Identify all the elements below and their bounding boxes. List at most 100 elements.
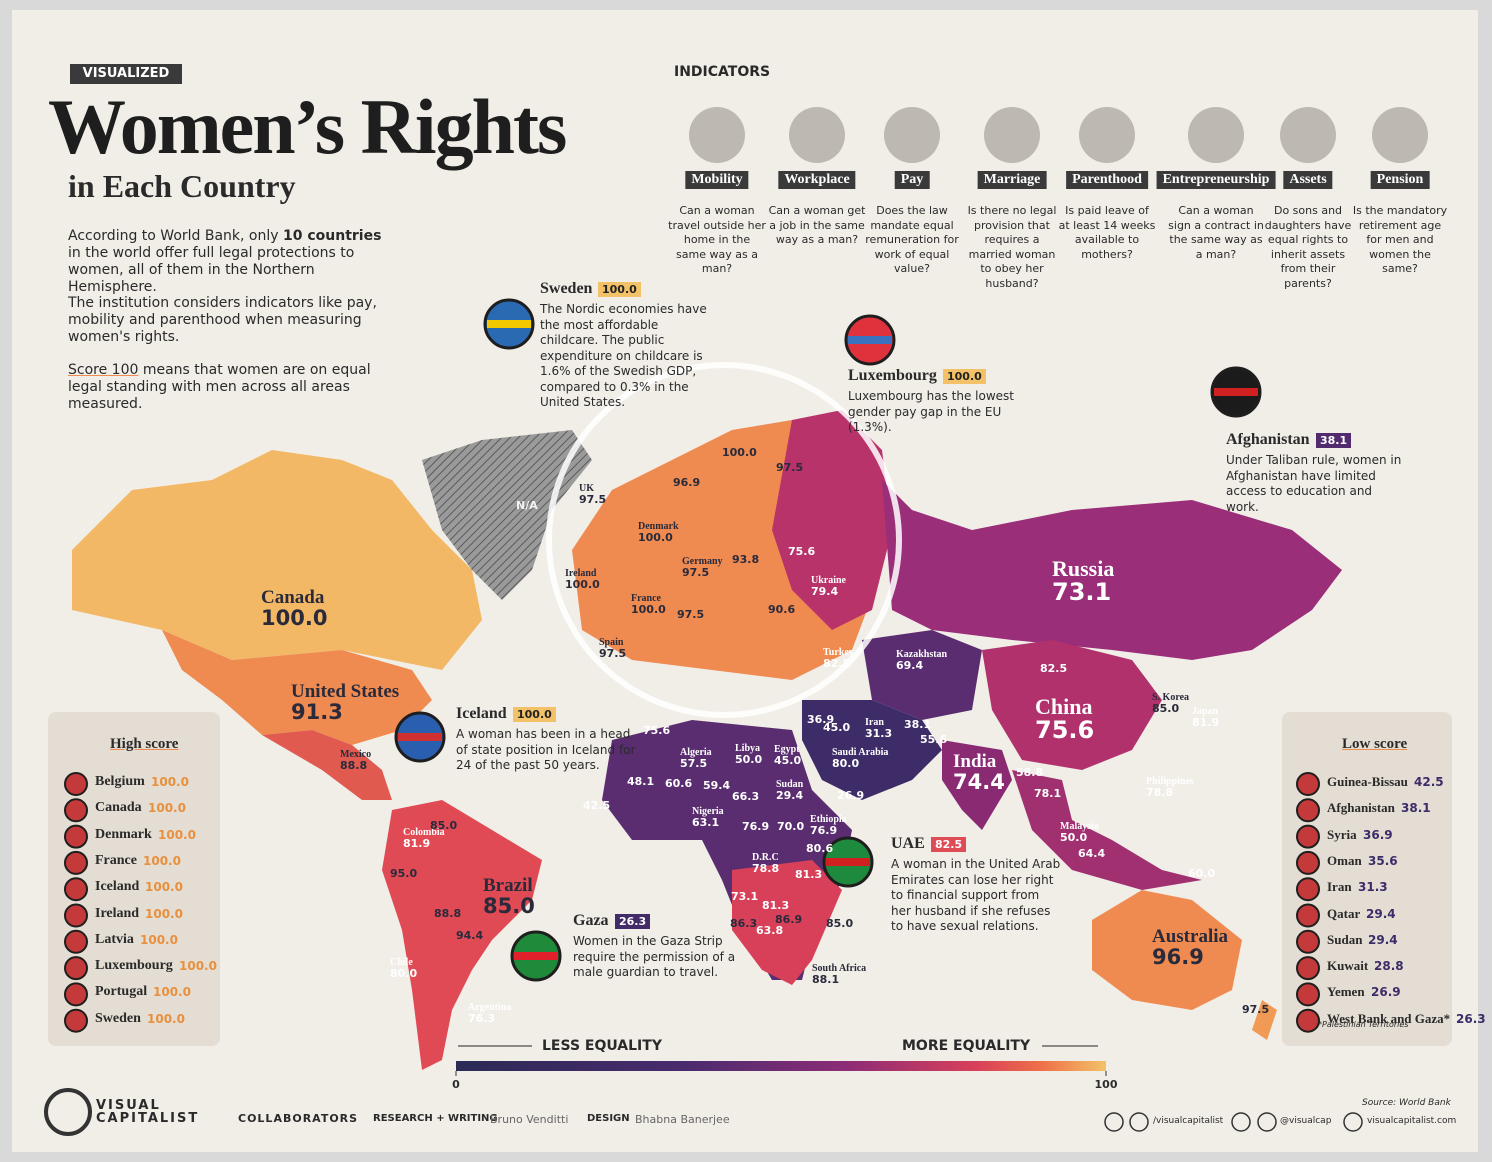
callout-score: 26.3	[615, 914, 651, 929]
indicator-name: Workplace	[778, 171, 856, 189]
list-score: 100.0	[148, 801, 186, 816]
country-score: 66.3	[732, 790, 760, 803]
country-score: 64.4	[1078, 847, 1106, 860]
country-label: Algeria	[680, 747, 712, 758]
country-score: 81.3	[795, 868, 823, 881]
list-score: 29.4	[1366, 906, 1396, 921]
flag	[64, 903, 88, 928]
europe-zoom	[546, 362, 902, 718]
country-label: Argentina	[468, 1002, 512, 1013]
country-score: 86.9	[775, 913, 803, 926]
country-label: S. Korea	[1152, 692, 1190, 703]
country-score: 100.0	[565, 578, 600, 591]
country-label: Ethiopia	[810, 814, 847, 825]
indicator-icon	[789, 107, 845, 163]
country-score: 100.0	[631, 603, 666, 616]
country-score: 85.0	[483, 894, 535, 918]
region-new-zealand	[1252, 1000, 1277, 1040]
country-label: Russia	[1052, 556, 1115, 581]
indicator-question: Is the mandatory retirement age for men …	[1352, 204, 1448, 275]
country-label: Ukraine	[811, 575, 846, 586]
list-country: Sudan	[1327, 931, 1363, 947]
country-label: Turkey	[823, 647, 854, 658]
country-score: 76.3	[468, 1012, 496, 1025]
credit-label: DESIGN	[587, 1113, 630, 1124]
region-southern-africa	[732, 860, 842, 985]
country-score: 38.1	[904, 718, 932, 731]
country-score: 80.0	[390, 967, 418, 980]
list-score: 100.0	[140, 932, 178, 947]
credit-name: Bhabna Banerjee	[635, 1113, 730, 1126]
region-us	[162, 630, 432, 745]
country-label: Malaysia	[1060, 821, 1099, 832]
brand: CAPITALIST	[96, 1111, 200, 1126]
region-australia	[1092, 890, 1242, 1010]
country-score: N/A	[516, 499, 538, 512]
legend-left: LESS EQUALITY	[542, 1038, 662, 1054]
country-score: 96.9	[673, 476, 701, 489]
flag	[1296, 903, 1320, 928]
country-score: 26.9	[837, 789, 865, 802]
indicator-icon	[689, 107, 745, 163]
callout-score: 82.5	[931, 837, 967, 852]
country-label: UK	[579, 483, 594, 494]
social-icon	[1129, 1112, 1149, 1132]
region-china	[982, 640, 1162, 770]
flag	[1296, 772, 1320, 796]
callout-country: Afghanistan	[1226, 431, 1310, 448]
callout-text: A woman in the United Arab Emirates can …	[891, 857, 1061, 933]
list-score: 100.0	[147, 1011, 185, 1026]
country-score: 75.6	[1035, 716, 1095, 744]
intro-text: in the world offer full legal protection…	[68, 245, 355, 295]
flag	[1296, 877, 1320, 902]
country-score: 76.9	[742, 820, 770, 833]
flag	[64, 929, 88, 954]
list-score: 26.9	[1371, 985, 1401, 1000]
list-score: 26.3	[1456, 1011, 1486, 1026]
brand: VISUAL	[96, 1098, 161, 1113]
country-label: Saudi Arabia	[832, 747, 889, 758]
flag-stripe	[848, 336, 892, 344]
callout-country: UAE	[891, 835, 925, 852]
country-score: 29.4	[776, 789, 804, 802]
country-score: 100.0	[722, 446, 757, 459]
list-score: 35.6	[1368, 853, 1398, 868]
list-country: Belgium	[95, 774, 145, 789]
flag	[1296, 798, 1320, 823]
social-icon	[1104, 1112, 1124, 1132]
high-score-box	[48, 712, 220, 1046]
region-russia	[882, 480, 1342, 660]
list-country: Sweden	[95, 1010, 141, 1026]
country-score: 95.0	[390, 867, 418, 880]
source: Source: World Bank	[1362, 1098, 1451, 1108]
intro-text: 10 countries	[283, 228, 382, 244]
country-score: 69.4	[896, 659, 924, 672]
country-score: 97.5	[1242, 1003, 1270, 1016]
country-score: 75.6	[643, 724, 671, 737]
flag	[1296, 824, 1320, 849]
country-score: 97.5	[599, 647, 627, 660]
callout-score: 100.0	[598, 282, 641, 297]
list-score: 38.1	[1401, 801, 1431, 816]
indicator-question: Do sons and daughters have equal rights …	[1264, 204, 1352, 290]
country-score: 96.9	[1152, 945, 1204, 969]
indicator-name: Entrepreneurship	[1156, 171, 1276, 189]
world-map	[44, 64, 1452, 1136]
country-score: 97.5	[682, 566, 710, 579]
list-country: Luxembourg	[95, 958, 173, 974]
list-score: 100.0	[153, 985, 191, 1000]
country-score: 81.9	[1192, 716, 1220, 729]
credit-name: Bruno Venditti	[490, 1113, 569, 1126]
country-label: Kazakhstan	[896, 649, 948, 660]
country-score: 93.8	[732, 553, 760, 566]
country-score: 79.4	[811, 585, 839, 598]
legend-right: MORE EQUALITY	[902, 1038, 1031, 1054]
callout-text: The Nordic economies have the most affor…	[540, 302, 707, 409]
country-score: 85.0	[826, 917, 854, 930]
list-title: Low score	[1342, 736, 1408, 752]
intro: According to World Bank, only 10 countri…	[68, 228, 398, 296]
social: visualcapitalist.com	[1367, 1116, 1457, 1126]
list-country: Qatar	[1327, 905, 1361, 921]
indicator-icon	[1188, 107, 1244, 163]
